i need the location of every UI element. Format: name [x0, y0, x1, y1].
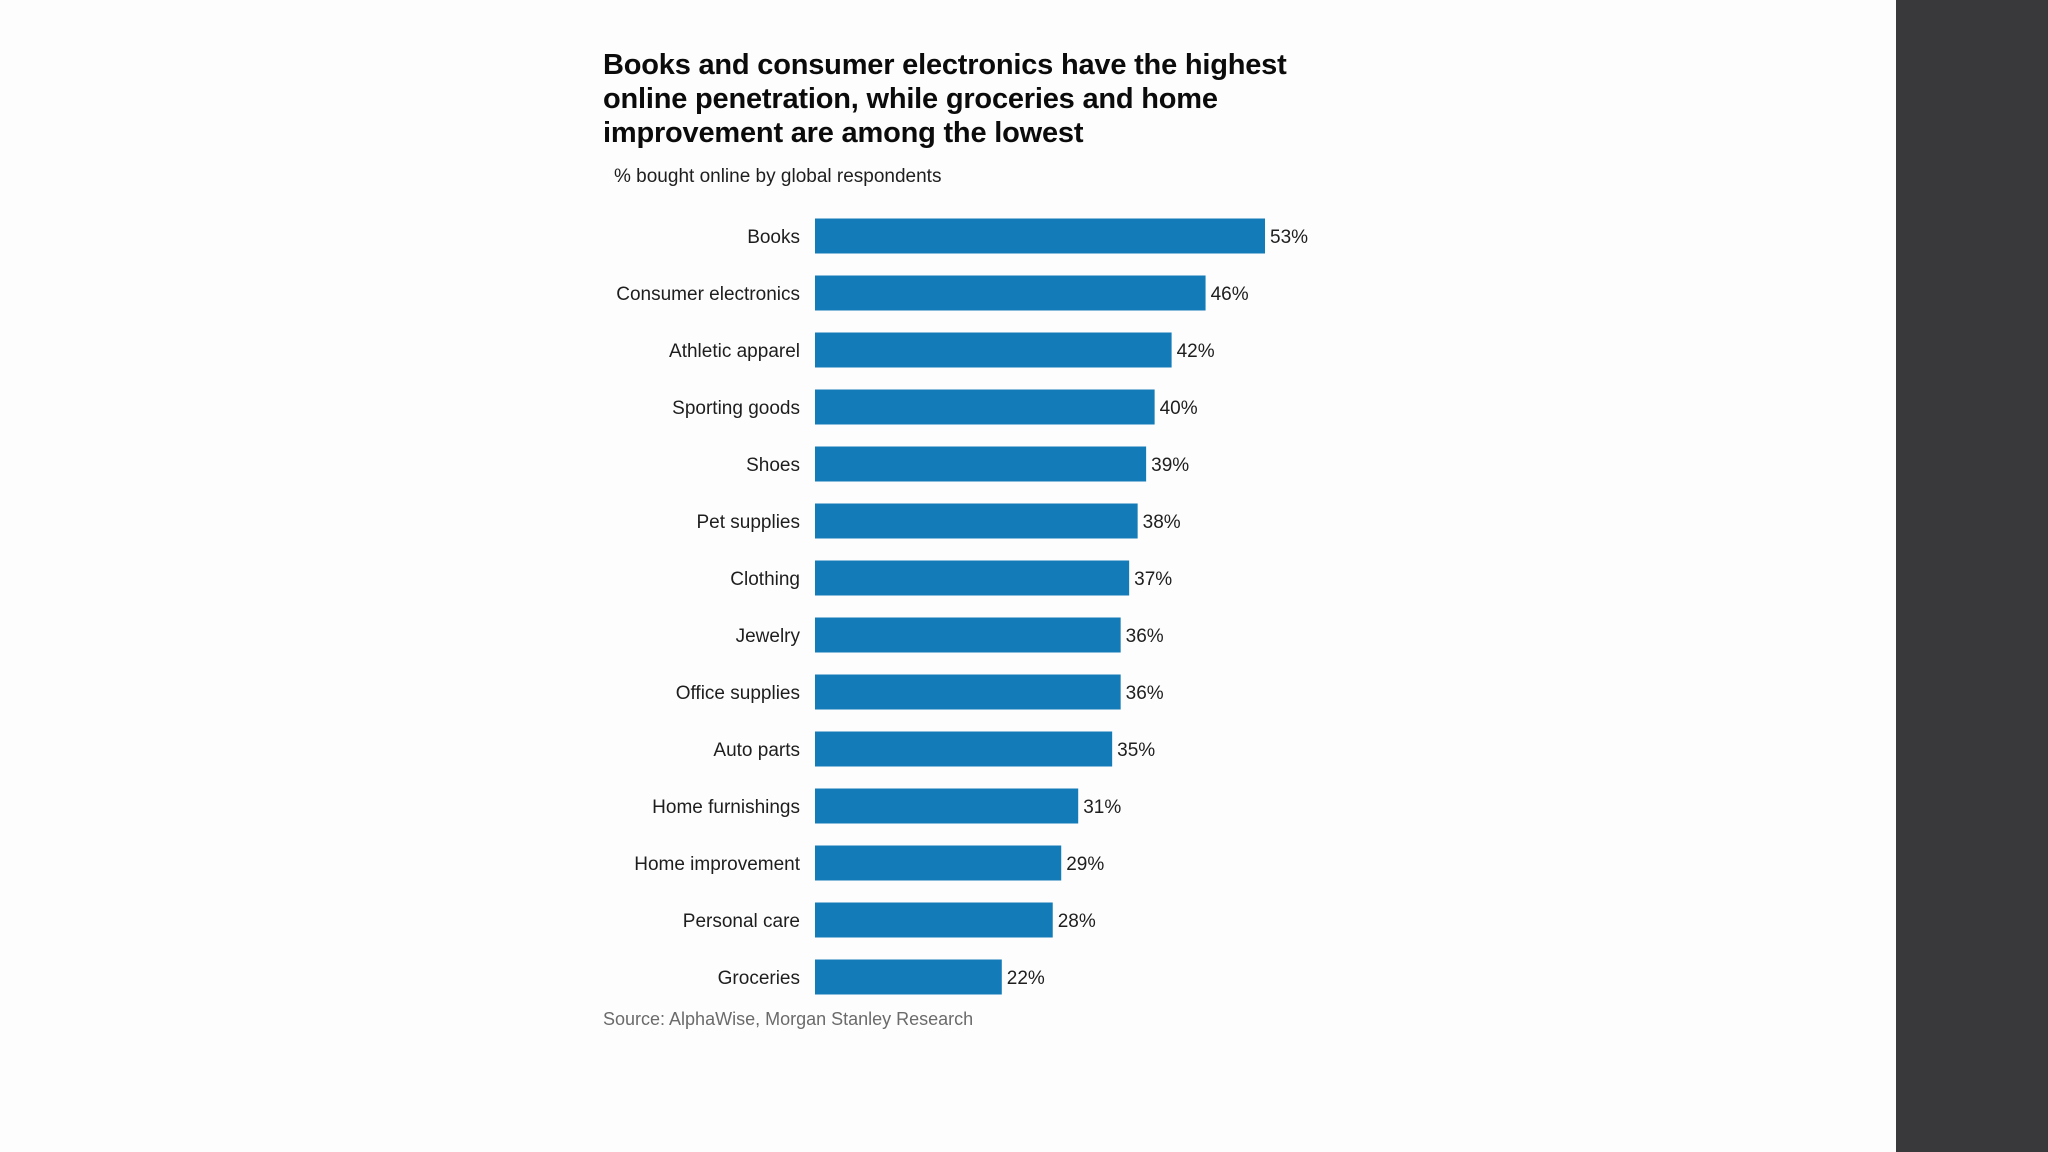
category-label: Jewelry: [736, 626, 801, 647]
value-label: 37%: [1134, 569, 1172, 590]
value-label: 36%: [1126, 683, 1164, 704]
value-label: 29%: [1066, 854, 1104, 875]
bar: [815, 674, 1121, 710]
value-label: 22%: [1007, 968, 1045, 989]
value-label: 35%: [1117, 740, 1155, 761]
category-label: Home improvement: [634, 854, 800, 875]
bar: [815, 617, 1121, 653]
bar: [815, 731, 1113, 767]
value-label: 39%: [1151, 455, 1189, 476]
bar: [815, 218, 1265, 254]
category-label: Athletic apparel: [669, 341, 800, 362]
category-label: Books: [747, 227, 800, 248]
category-label: Sporting goods: [672, 398, 800, 419]
bar: [815, 959, 1002, 995]
bar: [815, 788, 1079, 824]
category-label: Home furnishings: [652, 797, 800, 818]
bar: [815, 560, 1130, 596]
category-label: Personal care: [683, 911, 800, 932]
category-label: Office supplies: [676, 683, 800, 704]
category-label: Pet supplies: [696, 512, 800, 533]
chart-subtitle: % bought online by global respondents: [614, 166, 942, 187]
bar: [815, 902, 1053, 938]
value-label: 40%: [1160, 398, 1198, 419]
value-label: 28%: [1058, 911, 1096, 932]
category-label: Clothing: [730, 569, 800, 590]
chart-title: Books and consumer electronics have the …: [603, 49, 1287, 149]
bar: [815, 503, 1138, 539]
bar: [815, 275, 1206, 311]
category-label: Consumer electronics: [616, 284, 800, 305]
value-label: 53%: [1270, 227, 1308, 248]
value-label: 42%: [1177, 341, 1215, 362]
value-label: 31%: [1083, 797, 1121, 818]
bar: [815, 332, 1172, 368]
right-side-panel: [1896, 0, 2048, 1152]
category-label: Auto parts: [713, 740, 800, 761]
category-label: Groceries: [718, 968, 800, 989]
chart-source: Source: AlphaWise, Morgan Stanley Resear…: [603, 1009, 974, 1029]
bar: [815, 845, 1062, 881]
category-label: Shoes: [746, 455, 800, 476]
bar: [815, 389, 1155, 425]
bar: [815, 446, 1147, 482]
value-label: 38%: [1143, 512, 1181, 533]
value-label: 36%: [1126, 626, 1164, 647]
value-label: 46%: [1211, 284, 1249, 305]
